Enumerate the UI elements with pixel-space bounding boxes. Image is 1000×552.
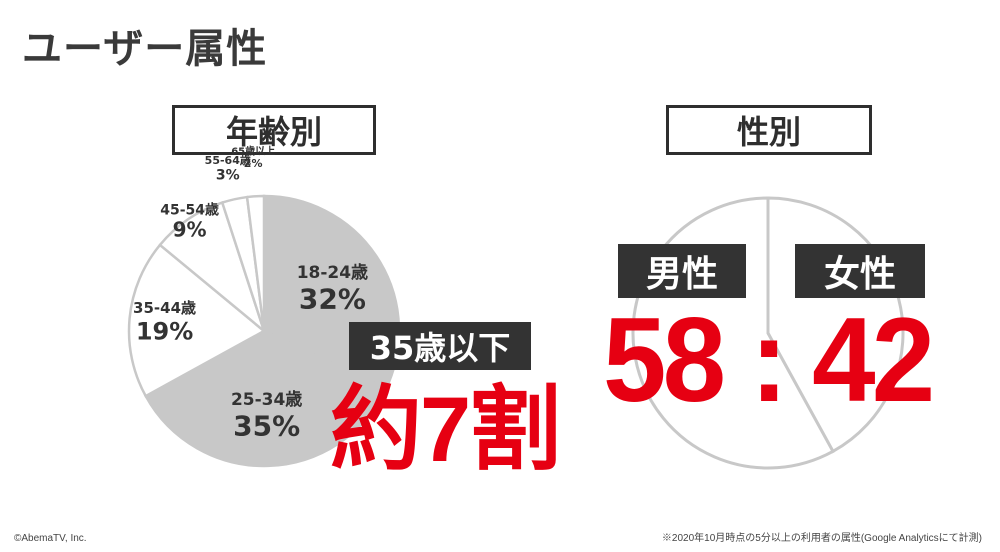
age-value-label: 32% [299, 283, 366, 316]
age-value-label: 9% [173, 218, 207, 242]
age-slice-2 [127, 243, 267, 398]
gender-chart-title: 性別 [666, 105, 872, 155]
copyright-text: ©AbemaTV, Inc. [14, 533, 87, 544]
age-slice-5 [245, 194, 266, 332]
age-summary-value: 約7割 [330, 379, 561, 481]
age-category-label: 18-24歳 [297, 262, 368, 283]
age-category-label: 65歳以上 [231, 145, 275, 158]
age-summary-label: 35歳以下 [349, 322, 531, 370]
age-value-label: 3% [216, 167, 240, 183]
age-category-label: 55-64歳 [205, 153, 251, 167]
age-pie [127, 194, 401, 468]
age-category-label: 45-54歳 [160, 202, 219, 219]
age-category-label: 25-34歳 [231, 389, 302, 410]
female-label: 女性 [795, 244, 925, 298]
age-value-label: 2% [244, 157, 263, 170]
age-value-label: 35% [233, 410, 300, 443]
age-category-label: 35-44歳 [133, 299, 196, 317]
age-value-label: 19% [136, 318, 193, 346]
age-chart-title: 年齢別 [172, 105, 376, 155]
page-title: ユーザー属性 [22, 26, 268, 72]
source-note: ※2020年10月時点の5分以上の利用者の属性(Google Analytics… [661, 533, 982, 544]
male-label: 男性 [618, 244, 746, 298]
gender-ratio-value: 58 : 42 [603, 293, 935, 427]
age-slice-1 [144, 329, 388, 468]
